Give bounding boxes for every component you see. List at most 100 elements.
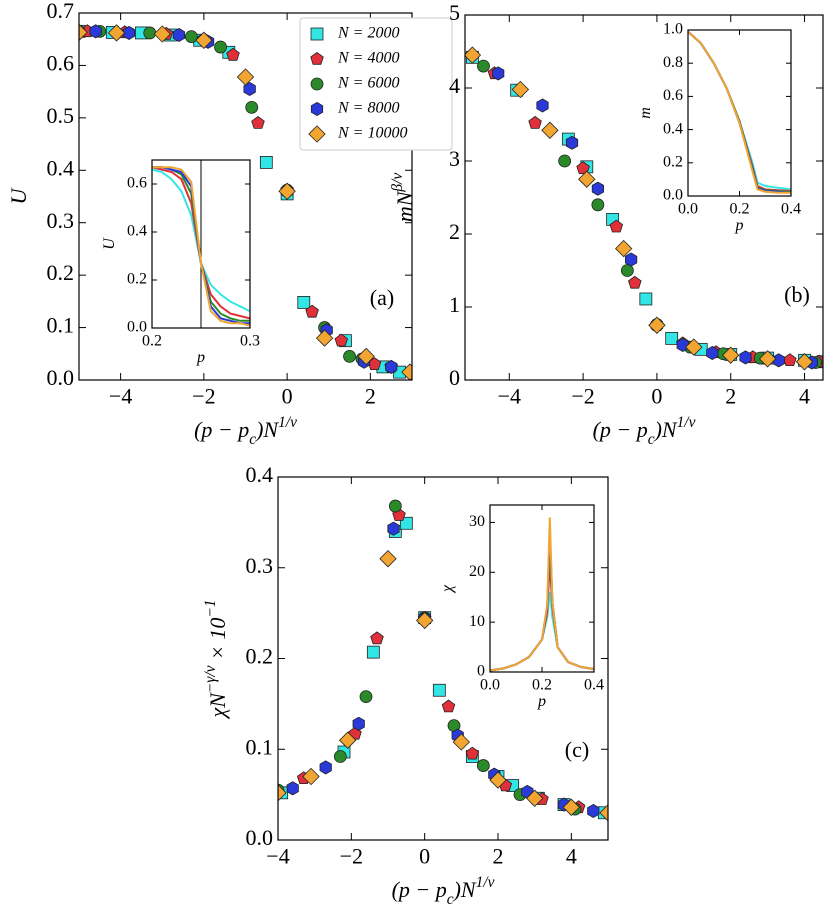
marker [243, 81, 256, 97]
y-tick-label: 0 [449, 365, 460, 390]
marker [387, 521, 400, 536]
marker [489, 771, 507, 789]
y-tick-label: 0.2 [47, 260, 75, 285]
marker [706, 345, 719, 361]
frame [464, 14, 824, 381]
line [490, 517, 594, 672]
label-part: 1/ν [677, 414, 696, 431]
y-tick-label: 0 [477, 663, 485, 680]
frame [277, 476, 609, 841]
label-part: −γ/ν [202, 665, 219, 693]
legend-box [299, 17, 453, 151]
x-tick-label: −2 [340, 844, 363, 869]
legend-marker [310, 51, 324, 65]
y-tick-label: 0.6 [663, 87, 683, 104]
y-axis-label: m [637, 107, 654, 119]
marker [122, 25, 136, 40]
label-part: p [196, 349, 205, 366]
marker [465, 46, 482, 64]
marker [153, 25, 171, 43]
x-axis-label: (p − pc)N1/ν [593, 414, 696, 448]
y-tick-label: 0.0 [47, 365, 75, 390]
x-axis-label: (p − pc)N1/ν [194, 414, 297, 448]
marker [143, 26, 157, 40]
marker [172, 27, 186, 43]
y-tick-label: 0.2 [246, 644, 274, 669]
marker [562, 798, 580, 816]
x-tick-label: 0.2 [730, 200, 750, 217]
x-tick-label: −2 [571, 384, 594, 409]
plot-content [278, 499, 608, 822]
legend-label: N = 4000 [337, 50, 399, 67]
x-tick-label: 0.4 [584, 676, 604, 693]
marker [278, 784, 287, 802]
x-tick-label: −4 [498, 384, 521, 409]
x-axis-label: p [196, 349, 205, 366]
marker [339, 731, 357, 749]
x-tick-label: 0.2 [532, 676, 552, 693]
label-part: 1/ν [278, 414, 297, 431]
y-tick-label: 0.4 [663, 120, 683, 137]
marker [528, 115, 542, 129]
marker [107, 24, 126, 42]
y-tick-label: 30 [469, 513, 485, 530]
marker [628, 275, 642, 289]
x-tick-label: 2 [493, 844, 504, 869]
y-tick-label: 0.0 [246, 825, 274, 850]
y-tick-label: 2 [449, 219, 460, 244]
marker [401, 363, 412, 380]
marker [370, 631, 384, 645]
marker [648, 316, 666, 334]
plot-content [465, 46, 823, 371]
legend-marker [308, 125, 326, 143]
marker [236, 68, 255, 86]
frame [489, 504, 595, 673]
y-tick-label: 0.1 [47, 313, 75, 338]
label-part: c [249, 431, 256, 448]
y-tick-label: 0.4 [246, 462, 274, 487]
y-tick-label: 3 [449, 146, 460, 171]
x-tick-label: 2 [725, 384, 736, 409]
x-tick-label: 0.2 [142, 332, 162, 349]
panel-label: (c) [565, 737, 589, 762]
marker [432, 683, 446, 697]
marker [615, 239, 633, 258]
marker [359, 690, 373, 704]
marker [558, 154, 572, 168]
marker [722, 346, 740, 364]
frame [687, 29, 792, 197]
marker [385, 359, 398, 374]
y-tick-label: 1.0 [663, 21, 683, 38]
label-part: U [6, 186, 31, 204]
marker [685, 338, 703, 356]
x-tick-label: 0.0 [480, 676, 500, 693]
legend-marker [310, 77, 324, 91]
x-axis-label: (p − pc)N1/ν [392, 874, 495, 908]
marker [388, 499, 402, 513]
label-part: χ [439, 584, 456, 594]
y-tick-label: 20 [469, 563, 485, 580]
label-part: )N [452, 877, 477, 902]
marker [352, 716, 365, 731]
marker [195, 31, 213, 49]
x-tick-label: 0 [651, 384, 662, 409]
label-part: −1 [202, 600, 219, 618]
marker [576, 161, 590, 175]
marker [379, 550, 397, 568]
plot-content [688, 30, 791, 194]
marker [297, 296, 311, 309]
plot-content [79, 23, 412, 380]
label-part: β/ν [389, 173, 406, 193]
legend-label: N = 6000 [337, 75, 399, 92]
y-axis-label: mNβ/ν [389, 173, 417, 223]
label-part: U [101, 237, 118, 250]
marker [511, 80, 530, 99]
x-tick-label: −4 [266, 844, 289, 869]
x-tick-label: 0 [282, 384, 293, 409]
y-tick-label: 0.3 [246, 553, 274, 578]
y-tick-label: 10 [469, 613, 485, 630]
x-tick-label: 0.4 [781, 200, 801, 217]
marker [536, 98, 549, 113]
marker [526, 789, 544, 807]
